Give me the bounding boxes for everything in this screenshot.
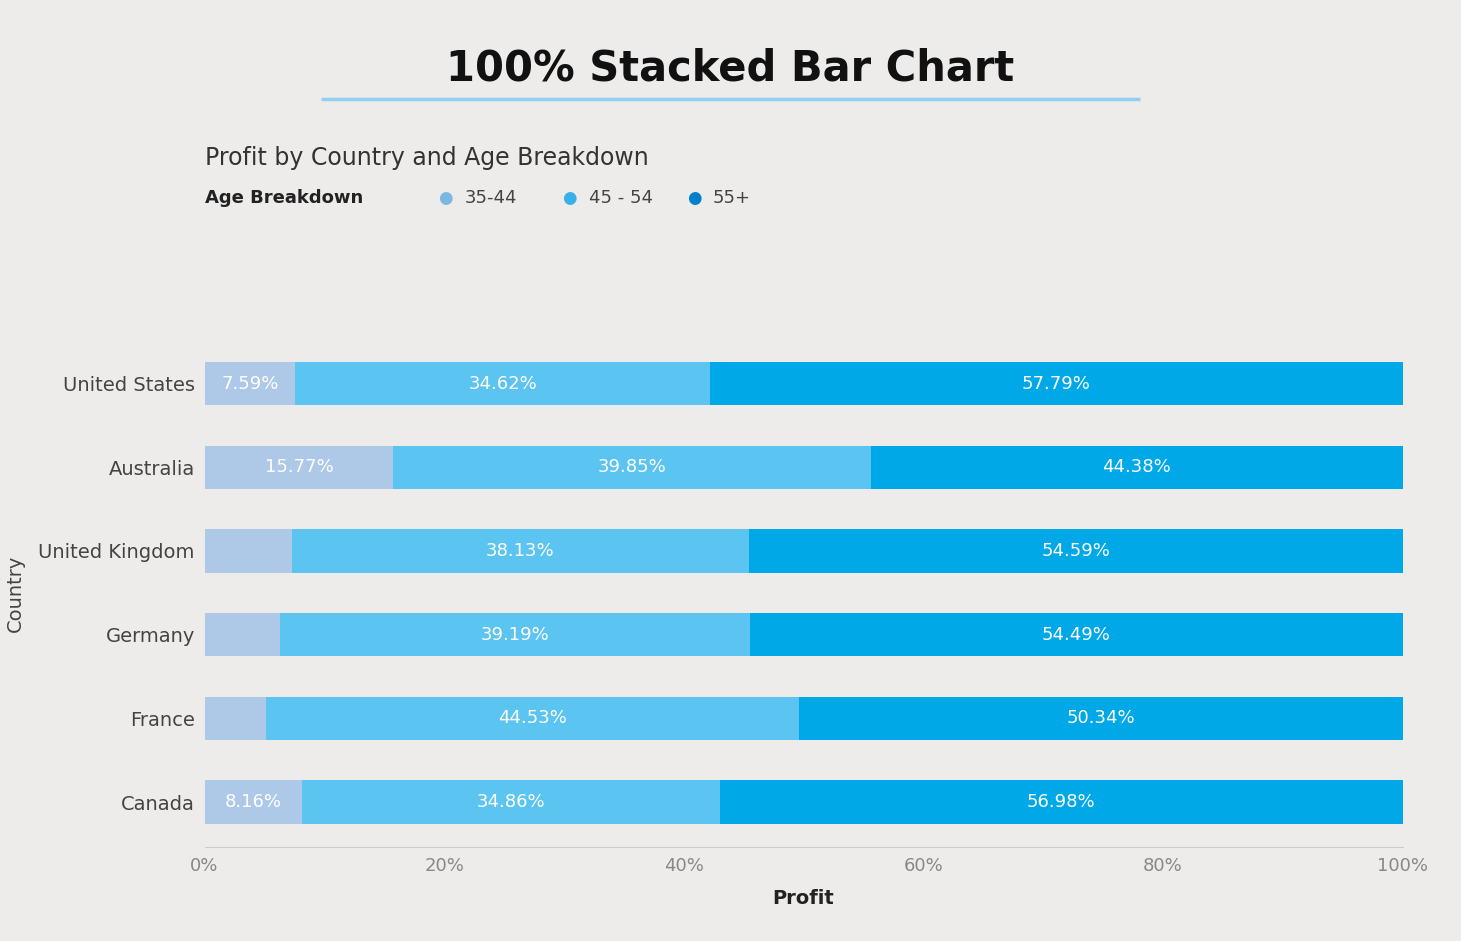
Text: 56.98%: 56.98% — [1027, 793, 1096, 811]
Bar — [799, 696, 1403, 741]
Bar — [205, 529, 292, 573]
Bar — [302, 780, 720, 823]
Text: 44.53%: 44.53% — [498, 710, 567, 727]
Text: 15.77%: 15.77% — [264, 458, 333, 476]
Text: 45 - 54: 45 - 54 — [589, 188, 653, 207]
Text: Profit by Country and Age Breakdown: Profit by Country and Age Breakdown — [205, 146, 649, 170]
Bar — [281, 613, 749, 657]
Bar — [871, 445, 1403, 489]
Text: 100% Stacked Bar Chart: 100% Stacked Bar Chart — [447, 47, 1014, 89]
Bar — [748, 529, 1403, 573]
Text: 44.38%: 44.38% — [1103, 458, 1172, 476]
Text: 7.59%: 7.59% — [221, 375, 279, 392]
Text: 54.49%: 54.49% — [1042, 626, 1110, 644]
Text: ●: ● — [438, 188, 453, 207]
Y-axis label: Country: Country — [6, 554, 25, 631]
Text: 38.13%: 38.13% — [487, 542, 555, 560]
Text: Age Breakdown: Age Breakdown — [205, 188, 362, 207]
Text: 55+: 55+ — [713, 188, 751, 207]
Bar — [205, 613, 281, 657]
Text: 35-44: 35-44 — [465, 188, 517, 207]
Text: 54.59%: 54.59% — [1042, 542, 1110, 560]
Bar — [292, 529, 748, 573]
Text: 39.85%: 39.85% — [598, 458, 666, 476]
Bar — [295, 362, 710, 406]
Bar — [205, 362, 295, 406]
Bar — [205, 445, 393, 489]
Text: 39.19%: 39.19% — [481, 626, 549, 644]
Text: 34.62%: 34.62% — [469, 375, 538, 392]
X-axis label: Profit: Profit — [773, 888, 834, 907]
Bar — [205, 780, 302, 823]
Bar — [720, 780, 1403, 823]
Bar — [205, 696, 266, 741]
Text: 57.79%: 57.79% — [1021, 375, 1091, 392]
Text: 34.86%: 34.86% — [476, 793, 545, 811]
Text: 8.16%: 8.16% — [225, 793, 282, 811]
Text: 50.34%: 50.34% — [1067, 710, 1135, 727]
Bar — [710, 362, 1403, 406]
Text: ●: ● — [687, 188, 701, 207]
Bar — [749, 613, 1403, 657]
Bar — [393, 445, 871, 489]
Bar — [266, 696, 799, 741]
Text: ●: ● — [562, 188, 577, 207]
